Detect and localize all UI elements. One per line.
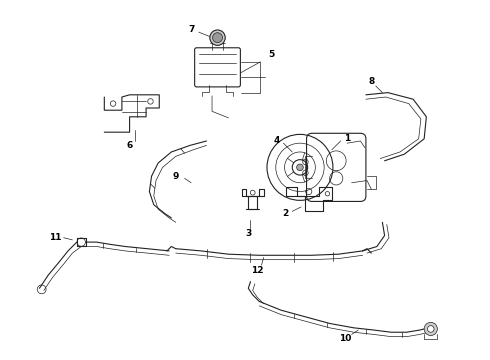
- Circle shape: [427, 326, 434, 332]
- FancyBboxPatch shape: [307, 133, 366, 202]
- FancyBboxPatch shape: [195, 48, 241, 87]
- Text: 12: 12: [251, 266, 263, 275]
- Circle shape: [210, 30, 225, 45]
- Text: 3: 3: [245, 229, 251, 238]
- Circle shape: [424, 322, 438, 336]
- Text: 5: 5: [268, 50, 274, 59]
- Text: 9: 9: [172, 172, 179, 181]
- Text: 7: 7: [188, 26, 195, 35]
- Circle shape: [296, 164, 303, 171]
- Text: 6: 6: [126, 141, 133, 150]
- Text: 10: 10: [339, 334, 351, 343]
- Text: 4: 4: [274, 136, 280, 145]
- Text: 2: 2: [283, 209, 289, 218]
- Text: 1: 1: [344, 134, 350, 143]
- Text: 8: 8: [368, 77, 374, 86]
- Text: 11: 11: [49, 233, 61, 242]
- Circle shape: [213, 33, 222, 42]
